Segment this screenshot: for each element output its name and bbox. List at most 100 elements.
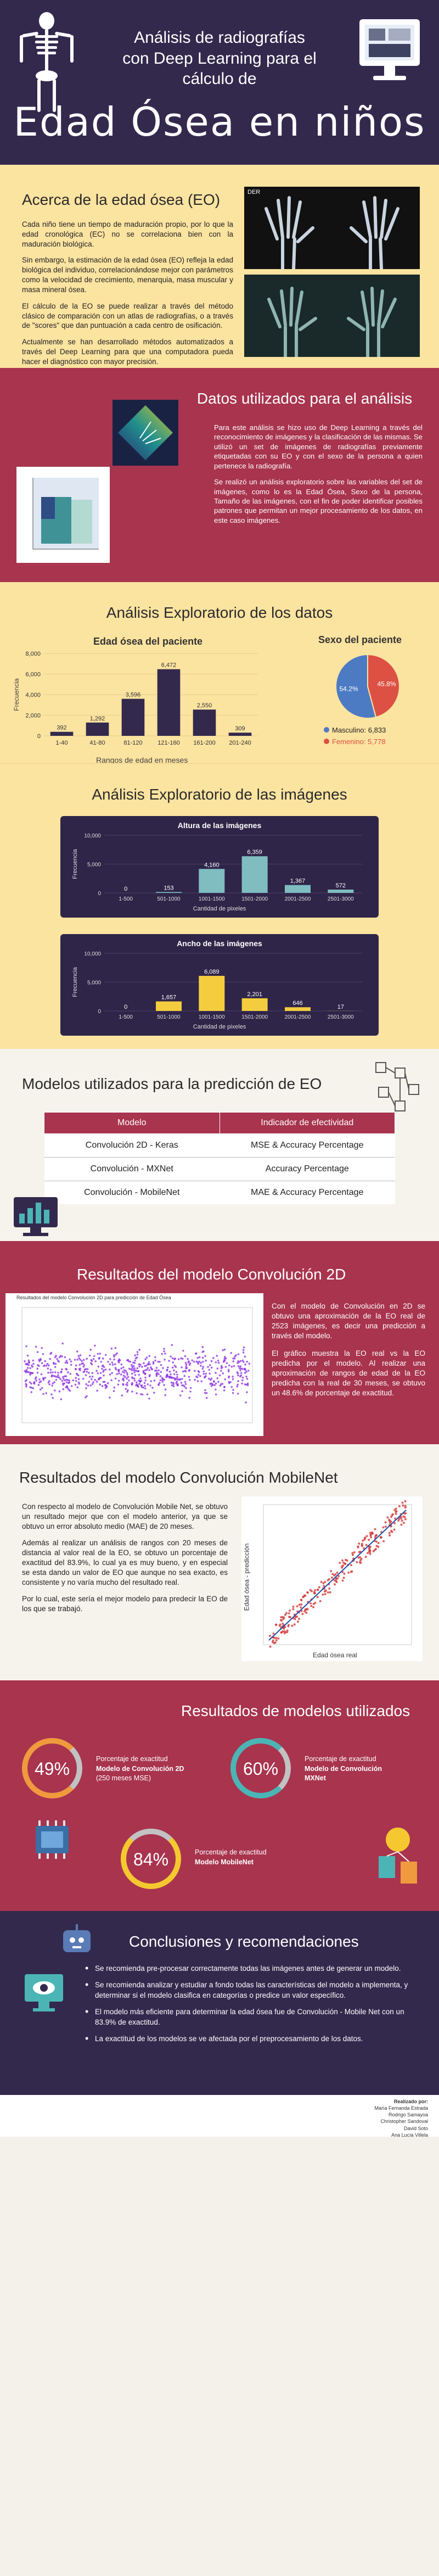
width-bar-chart: Ancho de las imágenes 0 5,000 10,000 0 1-500 1… [72, 939, 362, 1030]
x-tick-label: 1501-2000 [241, 896, 268, 902]
data-label: 2,550 [197, 702, 212, 709]
chart-title: Ancho de las imágenes [177, 939, 262, 948]
data-label: 0 [124, 886, 127, 892]
x-tick-label: 121-160 [157, 740, 179, 746]
sex-pie-chart: 54.2% 45.8% [335, 653, 400, 719]
data-label: 646 [292, 1000, 302, 1007]
bar [285, 1007, 311, 1011]
eda-data-title: Análisis Exploratorio de los datos [106, 604, 333, 621]
x-tick-label: 2501-3000 [328, 896, 354, 902]
legend-male-swatch [324, 727, 329, 733]
result-pct-mxnet: 60% [243, 1759, 279, 1779]
y-axis-label: Frecuencia [72, 848, 78, 879]
conv2d-title: Resultados del modelo Convolución 2D [77, 1266, 346, 1283]
eda-data-section: Análisis Exploratorio de los datos Edad … [0, 582, 439, 763]
conclusion-item: La exactitud de los modelos se ve afecta… [85, 2033, 409, 2044]
results-section: Resultados de modelos utilizados 49% Por… [0, 1680, 439, 1911]
conclusion-item: Se recomienda pre-procesar correctamente… [85, 1963, 409, 1974]
about-paragraph: Sin embargo, la estimación de la edad ós… [22, 256, 233, 294]
legend-female-label: Femenino: 5,778 [332, 737, 386, 746]
credit-name: Christopher Sandoval [380, 2119, 428, 2125]
table-header-cell: Modelo [44, 1112, 220, 1134]
table-header-row: Modelo Indicador de efectividad [44, 1112, 395, 1134]
x-tick-label: 81-120 [123, 740, 142, 746]
result-pct-conv2d: 49% [34, 1759, 70, 1779]
mobilenet-plot: Edad ósea real Edad ósea - predicción [241, 1496, 423, 1661]
eda-images-title: Análisis Exploratorio de las imágenes [92, 786, 347, 803]
credit-name: David Soto [403, 2125, 428, 2131]
x-tick-label: 201-240 [229, 740, 251, 746]
table-header-cell: Indicador de efectividad [219, 1112, 395, 1134]
eda-images-section: Análisis Exploratorio de las imágenes Al… [0, 763, 439, 1049]
y-tick-label: 5,000 [87, 862, 101, 868]
x-tick-label: 161-200 [193, 740, 215, 746]
credit-name: Rodrigo Samayoa [388, 2112, 428, 2118]
bar [241, 856, 268, 893]
sex-chart-title: Sexo del paciente [318, 634, 402, 645]
data-label: 1,367 [290, 878, 306, 885]
y-axis-label: Frecuencia [13, 678, 20, 711]
result-ring-mobilenet [121, 1829, 181, 1889]
y-tick-label: 0 [98, 1009, 101, 1015]
bar [241, 998, 268, 1011]
credit-name: Ana Lucía Villela [391, 2132, 428, 2137]
table-row: Convolución 2D - Keras MSE & Accuracy Pe… [44, 1133, 395, 1158]
pie-label: 54.2% [339, 685, 358, 693]
data-label: 6,089 [204, 969, 219, 975]
data-label: 309 [235, 725, 245, 732]
mobilenet-ylabel: Edad ósea - predicción [243, 1543, 251, 1611]
about-title: Acerca de la edad ósea (EO) [22, 191, 221, 208]
data-visual-spectrum [112, 400, 178, 466]
mobilenet-paragraph: Con respecto al modelo de Convolución Mo… [22, 1502, 228, 1530]
data-label: 392 [57, 725, 66, 731]
height-bar-chart: Altura de las imágenes 0 5,000 10,000 0 1-500… [72, 821, 362, 912]
about-section: Acerca de la edad ósea (EO) Cada niño ti… [0, 165, 439, 368]
x-axis-label: Cantidad de pixeles [193, 906, 246, 912]
data-label: 6,359 [247, 849, 262, 856]
age-bar-chart: 0 2,000 4,000 6,000 8,000 392 1-40 1,292 41-80 3,… [13, 651, 258, 746]
result-ring-mxnet [230, 1738, 291, 1798]
about-paragraph: Cada niño tiene un tiempo de maduración … [22, 220, 233, 248]
x-tick-label: 41-80 [89, 740, 105, 746]
x-tick-label: 2001-2500 [285, 1014, 311, 1020]
result-label: Porcentaje de exactitud [96, 1755, 168, 1763]
y-tick-label: 0 [98, 891, 101, 897]
bar [228, 733, 252, 736]
conv2d-paragraph: Con el modelo de Convolución en 2D se ob… [272, 1302, 425, 1340]
data-paragraph: Para este análisis se hizo uso de Deep L… [214, 423, 423, 470]
bar [156, 1001, 182, 1011]
mobilenet-section: Resultados del modelo Convolución Mobile… [0, 1444, 439, 1680]
bar [328, 889, 354, 893]
x-tick-label: 1001-1500 [199, 1014, 225, 1020]
credit-name: María Fernanda Estrada [374, 2105, 428, 2111]
data-section: Datos utilizados para el análisis [0, 368, 439, 582]
table-row: Convolución - MobileNet MAE & Accuracy P… [44, 1181, 395, 1204]
bar [156, 892, 182, 893]
data-label: 1,657 [161, 994, 177, 1001]
result-pct-mobilenet: 84% [133, 1849, 169, 1869]
result-label: Porcentaje de exactitud [195, 1848, 267, 1856]
y-tick-label: 0 [37, 733, 41, 740]
x-axis-label: Cantidad de pixeles [193, 1024, 246, 1030]
age-xlabel: Rangos de edad en meses [96, 756, 188, 763]
monitor-icon [359, 19, 420, 80]
y-tick-label: 10,000 [84, 951, 101, 957]
y-tick-label: 10,000 [84, 833, 101, 839]
bar [199, 869, 225, 893]
credits-label: Realizado por: [393, 2099, 428, 2104]
mobilenet-paragraph: Además al realizar un análisis de rangos… [22, 1538, 228, 1586]
models-title: Modelos utilizados para la predicción de… [22, 1075, 322, 1092]
models-section: Modelos utilizados para la predicción de… [0, 1049, 439, 1241]
y-tick-label: 8,000 [25, 651, 41, 657]
result-model: Modelo de Convolución 2D [96, 1764, 184, 1773]
data-label: 153 [164, 885, 173, 891]
conv2d-paragraph: El gráfico muestra la EO real vs la EO p… [272, 1349, 425, 1397]
header-title-line3: cálculo de [182, 70, 257, 88]
bar [199, 976, 225, 1011]
result-label: Porcentaje de exactitud [305, 1755, 376, 1763]
mobilenet-xlabel: Edad ósea real [313, 1651, 357, 1659]
pie-slice [367, 653, 400, 718]
data-flow-icon [379, 1828, 417, 1884]
x-tick-label: 501-1000 [157, 1014, 181, 1020]
bar [157, 669, 181, 736]
